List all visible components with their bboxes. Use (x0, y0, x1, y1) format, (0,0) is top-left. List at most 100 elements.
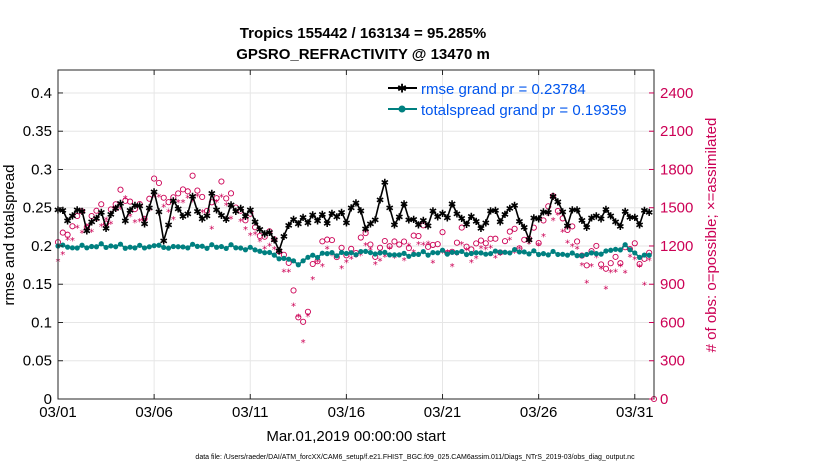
rmse-marker: ✱ (515, 217, 523, 228)
obs-assimilated-marker: * (267, 241, 272, 252)
obs-assimilated-marker: * (498, 251, 503, 262)
totalspread-marker (93, 244, 100, 250)
rmse-marker: ✱ (395, 213, 403, 224)
obs-possible-marker (473, 240, 480, 247)
rmse-marker: ✱ (198, 215, 206, 226)
legend-spread-marker (398, 105, 406, 113)
x-tick-label: 03/21 (424, 404, 462, 421)
x-tick-label: 03/11 (232, 404, 268, 421)
totalspread-marker (612, 246, 619, 252)
totalspread-marker (175, 244, 181, 250)
totalspread-marker (266, 249, 273, 256)
obs-possible-marker (304, 308, 311, 315)
obs-assimilated-marker: * (344, 258, 349, 269)
totalspread-marker (242, 247, 249, 253)
chart-title: Tropics 155442 / 163134 = 95.285% (240, 25, 486, 42)
obs-assimilated-marker: * (190, 197, 195, 208)
rmse-marker: ✱ (265, 228, 273, 239)
rmse-marker: ✱ (611, 217, 619, 228)
totalspread-marker (223, 245, 229, 252)
rmse-marker: ✱ (549, 192, 557, 203)
legend: ✱ rmse grand pr = 0.23784 totalspread gr… (388, 81, 627, 119)
rmse-marker: ✱ (583, 223, 591, 234)
obs-assimilated-marker: * (531, 248, 536, 259)
totalspread-marker (300, 258, 306, 264)
totalspread-marker (343, 250, 349, 257)
rmse-marker: ✱ (313, 217, 321, 228)
totalspread-marker (247, 244, 253, 250)
rmse-marker: ✱ (333, 213, 341, 224)
x-tick-label: 03/31 (616, 404, 654, 421)
totalspread-marker (502, 249, 508, 255)
obs-possible-marker (511, 225, 518, 232)
totalspread-marker (497, 249, 503, 255)
totalspread-marker (516, 249, 523, 255)
obs-assimilated-marker: * (373, 260, 378, 271)
totalspread-marker (550, 248, 556, 255)
rmse-marker: ✱ (131, 201, 139, 212)
obs-assimilated-marker: * (75, 223, 80, 234)
rmse-marker: ✱ (558, 208, 566, 219)
obs-possible-marker (574, 238, 581, 245)
totalspread-marker (165, 245, 172, 251)
obs-assimilated-marker: * (354, 253, 359, 264)
rmse-marker: ✱ (342, 218, 350, 229)
obs-possible-marker (607, 260, 614, 267)
y2-tick-label: 300 (660, 353, 685, 370)
rmse-marker: ✱ (563, 222, 571, 233)
obs-assimilated-marker: * (627, 253, 632, 264)
rmse-marker: ✱ (164, 221, 172, 232)
x-tick-label: 03/06 (135, 404, 173, 421)
totalspread-marker (290, 258, 297, 264)
obs-possible-marker (309, 260, 316, 268)
totalspread-marker (444, 251, 450, 257)
totalspread-marker (199, 243, 205, 249)
obs-assimilated-marker: * (99, 222, 104, 233)
obs-assimilated-marker: * (238, 217, 243, 228)
totalspread-marker (334, 253, 340, 259)
rmse-marker: ✱ (592, 211, 600, 222)
obs-possible-marker (458, 224, 465, 231)
obs-assimilated-marker: * (469, 258, 474, 269)
rmse-line (57, 181, 650, 253)
obs-assimilated-marker: * (387, 244, 392, 255)
obs-possible-marker (405, 245, 412, 252)
rmse-marker: ✱ (525, 235, 533, 246)
obs-possible-marker (381, 237, 388, 245)
obs-possible-marker (415, 233, 422, 240)
obs-possible-marker (569, 223, 576, 230)
obs-possible-marker (328, 237, 336, 244)
obs-assimilated-marker: * (406, 242, 411, 253)
obs-possible-marker (107, 206, 114, 213)
totalspread-marker (478, 250, 484, 256)
obs-assimilated-marker: * (339, 264, 344, 275)
rmse-marker: ✱ (73, 205, 81, 216)
obs-assimilated-marker: * (147, 206, 152, 217)
rmse-marker: ✱ (453, 209, 461, 220)
totalspread-marker (468, 250, 474, 257)
rmse-marker: ✱ (256, 225, 264, 236)
rmse-marker: ✱ (352, 198, 360, 209)
obs-assimilated-marker: * (257, 237, 262, 248)
obs-assimilated-marker: * (541, 232, 546, 243)
totalspread-marker (108, 243, 114, 249)
totalspread-marker (276, 256, 282, 262)
obs-possible-marker (583, 262, 590, 269)
obs-possible-marker (593, 242, 600, 249)
rmse-marker: ✱ (246, 206, 254, 217)
obs-assimilated-marker: * (363, 241, 368, 252)
obs-assimilated-marker: * (291, 302, 296, 313)
obs-assimilated-marker: * (474, 254, 479, 265)
obs-possible-marker (477, 237, 485, 244)
rmse-marker: ✱ (227, 201, 235, 212)
obs-assimilated-marker: * (325, 244, 330, 255)
rmse-marker: ✱ (116, 199, 124, 210)
rmse-marker: ✱ (578, 216, 586, 227)
rmse-series: ✱✱✱✱✱✱✱✱✱✱✱✱✱✱✱✱✱✱✱✱✱✱✱✱✱✱✱✱✱✱✱✱✱✱✱✱✱✱✱✱… (54, 178, 654, 258)
totalspread-marker (185, 245, 191, 251)
totalspread-marker (69, 245, 76, 251)
obs-assimilated-marker: * (440, 248, 445, 259)
obs-assimilated-marker: * (618, 262, 623, 273)
obs-assimilated-marker: * (180, 198, 185, 209)
